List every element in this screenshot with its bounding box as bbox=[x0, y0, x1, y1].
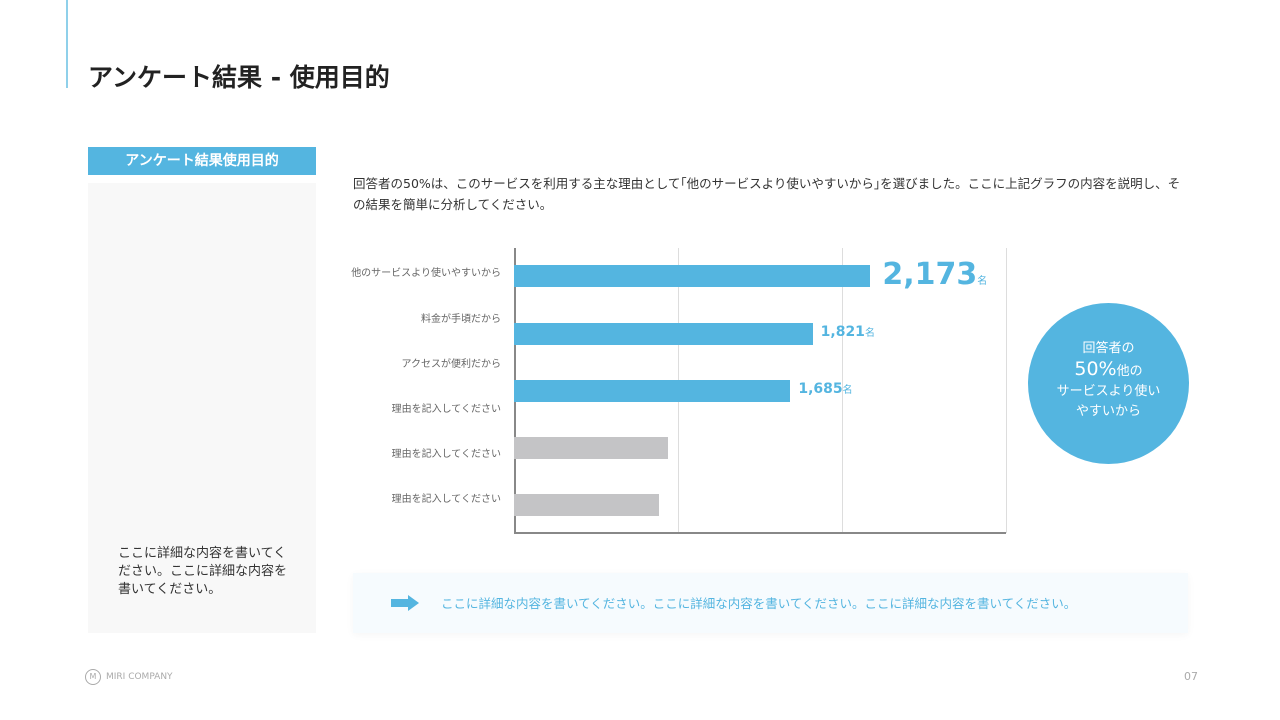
sidebar-box bbox=[88, 183, 316, 633]
note-text: ここに詳細な内容を書いてください。ここに詳細な内容を書いてください。ここに詳細な… bbox=[441, 596, 1077, 611]
data-label: 2,173名 bbox=[882, 257, 988, 292]
callout-circle: 回答者の 50%他の サービスより使い やすいから bbox=[1028, 303, 1189, 464]
unit-label: 名 bbox=[977, 276, 988, 287]
sidebar-text: ここに詳細な内容を書いてください。ここに詳細な内容を書いてください。 bbox=[118, 546, 288, 597]
bar bbox=[514, 323, 813, 345]
company-logo: M MIRI COMPANY bbox=[85, 669, 173, 685]
callout-line4: やすいから bbox=[1075, 404, 1141, 419]
arrow-right-icon bbox=[391, 595, 419, 611]
bar-chart: 他のサービスより使いやすいから料金が手頃だからアクセスが便利だから理由を記入して… bbox=[340, 240, 1020, 540]
category-label: 料金が手頃だから bbox=[421, 314, 501, 325]
page-number: 07 bbox=[1184, 670, 1198, 683]
category-label: 理由を記入してください bbox=[391, 494, 501, 505]
callout-line1: 回答者の bbox=[1082, 341, 1135, 356]
callout-line2: 他の bbox=[1116, 364, 1143, 379]
bar bbox=[514, 265, 871, 287]
bar bbox=[514, 380, 791, 402]
bar bbox=[514, 494, 660, 516]
callout-line3: サービスより使い bbox=[1056, 384, 1161, 399]
note-box: ここに詳細な内容を書いてください。ここに詳細な内容を書いてください。ここに詳細な… bbox=[353, 573, 1188, 633]
gridline bbox=[842, 248, 843, 533]
category-label: 理由を記入してください bbox=[391, 449, 501, 460]
category-label: 他のサービスより使いやすいから bbox=[351, 268, 501, 279]
sidebar-heading: アンケート結果使用目的 bbox=[88, 147, 316, 175]
category-label: 理由を記入してください bbox=[391, 404, 501, 415]
page-title: アンケート結果 - 使用目的 bbox=[88, 63, 390, 92]
unit-label: 名 bbox=[842, 385, 853, 396]
x-axis bbox=[514, 532, 1006, 534]
callout-percent: 50% bbox=[1074, 358, 1117, 380]
category-label: アクセスが便利だから bbox=[401, 359, 502, 370]
bar bbox=[514, 437, 669, 459]
unit-label: 名 bbox=[864, 328, 875, 339]
data-label: 1,685名 bbox=[798, 381, 853, 397]
company-name: MIRI COMPANY bbox=[106, 672, 173, 682]
data-label: 1,821名 bbox=[820, 324, 875, 340]
accent-line bbox=[66, 0, 68, 88]
gridline bbox=[1006, 248, 1007, 533]
logo-icon: M bbox=[85, 669, 101, 685]
description: 回答者の50%は、このサービスを利用する主な理由として｢他のサービスより使いやす… bbox=[353, 176, 1181, 212]
